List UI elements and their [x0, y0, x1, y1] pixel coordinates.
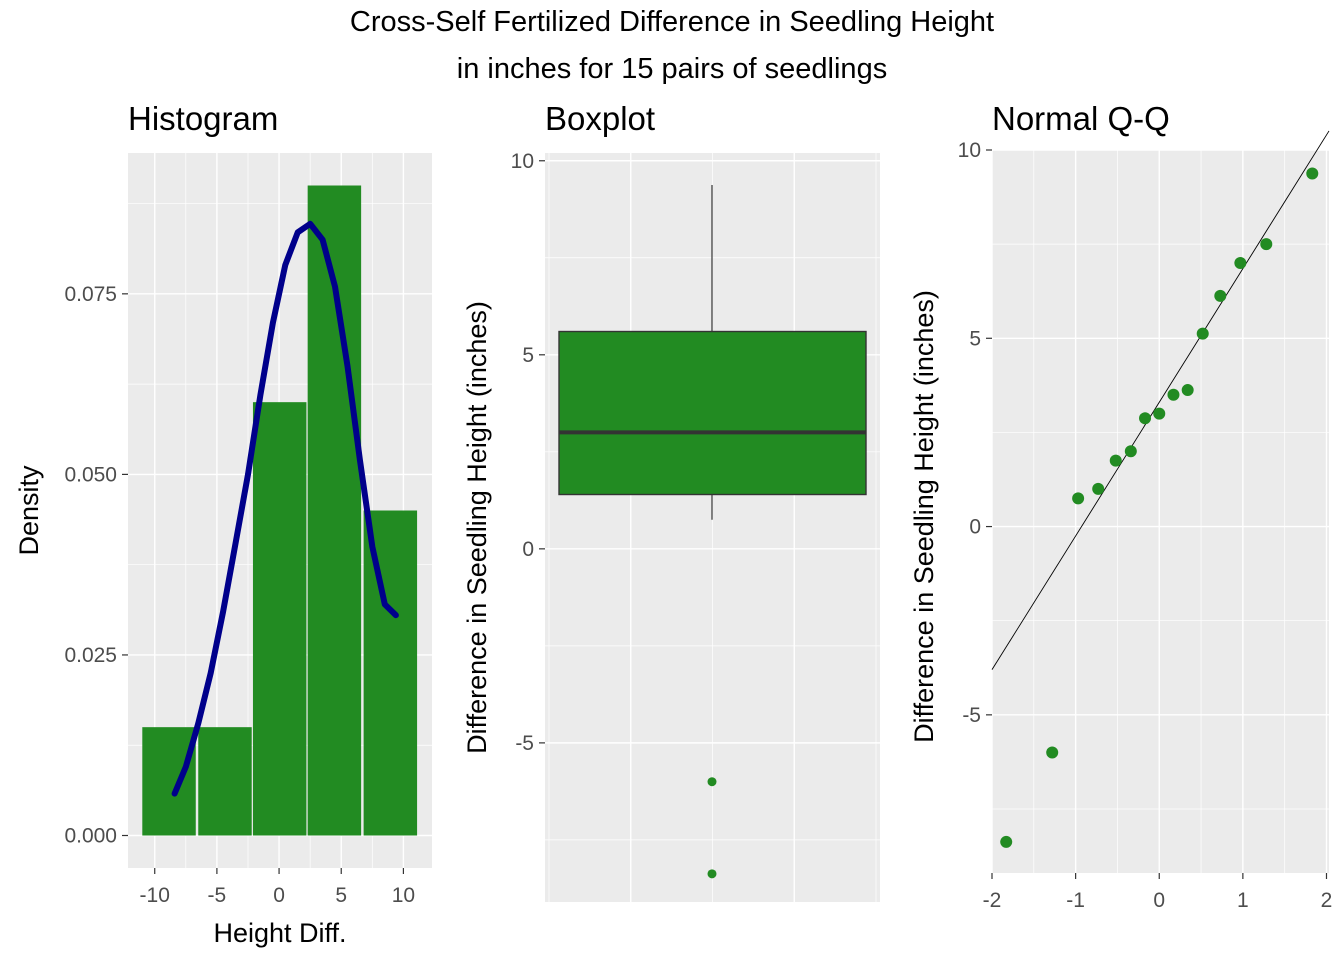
boxplot-title: Boxplot [545, 100, 655, 137]
qq-point [1046, 746, 1059, 759]
qq-y-tick-label: -5 [962, 704, 981, 727]
histogram-y-tick-label: 0.000 [64, 825, 117, 848]
histogram-x-tick-label: -10 [140, 884, 170, 907]
qq-point [1124, 445, 1137, 458]
histogram-bar [142, 727, 196, 836]
boxplot-y-tick-label: 10 [511, 150, 534, 173]
boxplot-panel: -5 0 5 10 Boxplot Difference in Seedling Heig… [462, 100, 880, 902]
histogram-x-axis-label: Height Diff. [213, 918, 346, 948]
qq-point [1214, 289, 1227, 302]
qq-point [1072, 492, 1085, 505]
boxplot-outlier-point [707, 869, 717, 879]
boxplot-y-tick-label: 5 [522, 344, 534, 367]
qq-x-tick-label: 0 [1153, 889, 1165, 912]
qq-point [1109, 454, 1122, 467]
boxplot-y-axis-label: Difference in Seedling Height (inches) [462, 301, 492, 754]
qq-y-tick-label: 5 [969, 327, 981, 350]
qq-point [1092, 482, 1105, 495]
figure-title-line2: in inches for 15 pairs of seedlings [456, 53, 888, 85]
qq-point [1234, 256, 1247, 269]
histogram-bar [198, 727, 252, 836]
histogram-bar [363, 510, 418, 836]
boxplot-y-tick-label: 0 [522, 538, 534, 561]
qq-y-axis-label: Difference in Seedling Height (inches) [909, 290, 939, 743]
qq-panel: -2 -1 0 1 2 -5 0 5 10 Normal Q-Q Difference in See… [909, 100, 1332, 912]
histogram-title: Histogram [128, 100, 278, 137]
qq-y-tick-label: 10 [958, 139, 981, 162]
histogram-panel: -10 -5 0 5 10 0.000 0.025 0.050 0.075 Histogram He… [14, 100, 432, 948]
histogram-x-tick-label: 10 [392, 884, 415, 907]
qq-reference-line [991, 130, 1330, 670]
histogram-y-axis-label: Density [14, 465, 44, 556]
figure-title-line1: Cross-Self Fertilized Difference in Seed… [349, 6, 995, 38]
boxplot-box [558, 330, 867, 496]
qq-point [1196, 327, 1209, 340]
qq-y-tick-label: 0 [969, 516, 981, 539]
histogram-x-tick-label: 0 [273, 884, 285, 907]
qq-panel-background [992, 150, 1329, 873]
qq-x-tick-label: -1 [1066, 889, 1085, 912]
qq-point [1000, 835, 1013, 848]
qq-point [1167, 388, 1180, 401]
density-curve [171, 220, 399, 797]
histogram-y-tick-label: 0.050 [64, 463, 117, 486]
qq-x-tick-label: 2 [1321, 889, 1333, 912]
boxplot-y-tick-label: -5 [515, 732, 534, 755]
histogram-x-tick-label: 5 [335, 884, 347, 907]
qq-x-tick-label: -2 [983, 889, 1002, 912]
qq-point [1139, 412, 1152, 425]
qq-point [1306, 167, 1319, 180]
qq-point [1260, 238, 1273, 251]
histogram-y-tick-label: 0.075 [64, 283, 117, 306]
histogram-bar [252, 402, 307, 836]
qq-title: Normal Q-Q [992, 100, 1170, 137]
qq-x-tick-label: 1 [1237, 889, 1249, 912]
histogram-x-tick-label: -5 [208, 884, 227, 907]
histogram-y-tick-label: 0.025 [64, 644, 117, 667]
boxplot-outlier-point [707, 777, 717, 787]
qq-point [1181, 384, 1194, 397]
qq-point [1153, 407, 1166, 420]
